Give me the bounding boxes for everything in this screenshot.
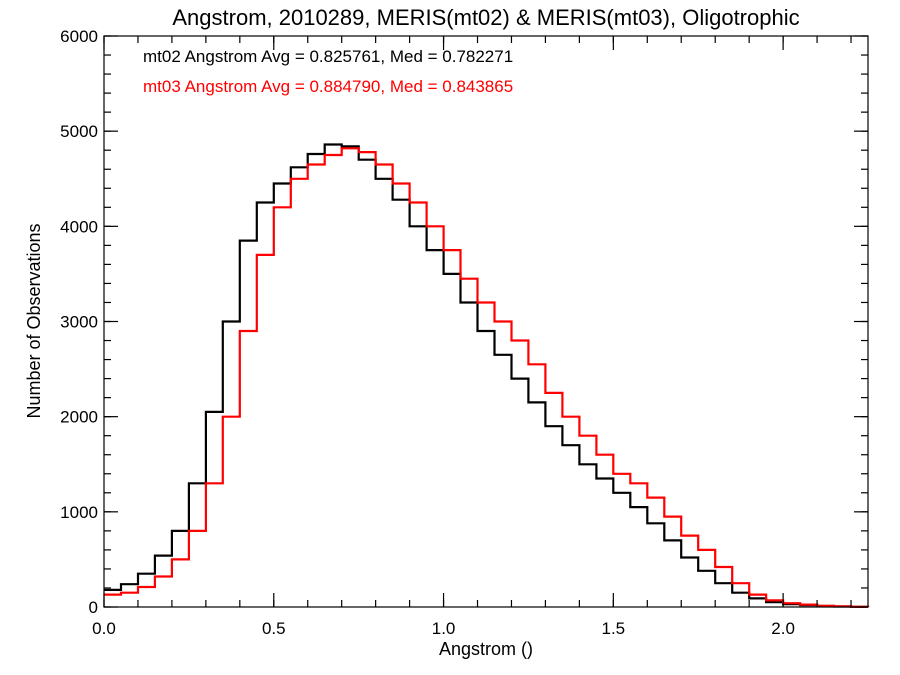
y-tick-label: 1000 [60, 503, 98, 522]
x-tick-label: 0.5 [262, 619, 286, 638]
series-line-1 [104, 147, 870, 608]
x-tick-label: 0.0 [92, 619, 116, 638]
x-tick-label: 2.0 [771, 619, 795, 638]
y-axis-label: Number of Observations [24, 223, 44, 418]
y-tick-label: 2000 [60, 408, 98, 427]
plot-frame [103, 35, 869, 608]
x-tick-label: 1.5 [602, 619, 626, 638]
x-tick-label: 1.0 [432, 619, 456, 638]
annotation-mt02: mt02 Angstrom Avg = 0.825761, Med = 0.78… [143, 47, 513, 66]
y-tick-label: 4000 [60, 217, 98, 236]
y-tick-label: 3000 [60, 313, 98, 332]
series-line-0 [104, 143, 870, 608]
chart-title: Angstrom, 2010289, MERIS(mt02) & MERIS(m… [172, 5, 799, 30]
y-tick-label: 0 [89, 598, 98, 617]
annotation-mt03: mt03 Angstrom Avg = 0.884790, Med = 0.84… [143, 77, 513, 96]
series-layer [104, 143, 870, 608]
y-tick-label: 6000 [60, 27, 98, 46]
y-tick-label: 5000 [60, 122, 98, 141]
ticks-layer: 0.0 0.5 1.0 1.5 2.0 0 1000 2000 3000 4000 5000 6000 [60, 27, 868, 638]
x-axis-label: Angstrom () [439, 639, 533, 659]
